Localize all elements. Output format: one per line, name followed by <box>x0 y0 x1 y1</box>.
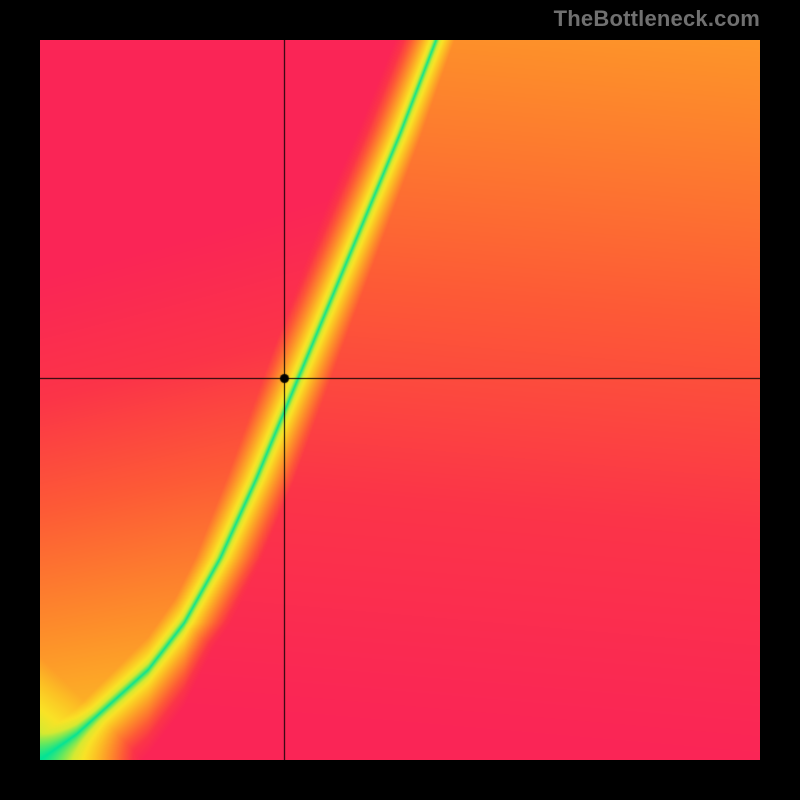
plot-area <box>40 40 760 760</box>
heatmap-canvas <box>40 40 760 760</box>
chart-frame: TheBottleneck.com <box>0 0 800 800</box>
watermark-text: TheBottleneck.com <box>554 6 760 32</box>
